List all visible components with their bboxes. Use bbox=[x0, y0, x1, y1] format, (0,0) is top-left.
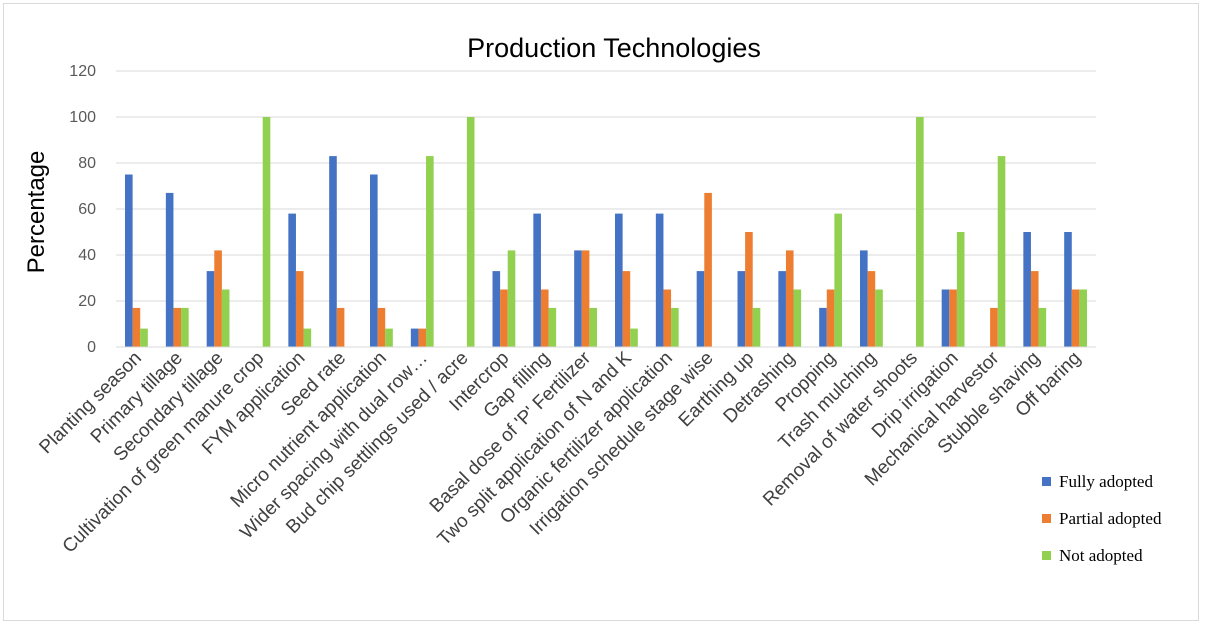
bar-partial-adopted bbox=[1071, 289, 1080, 347]
bar-not-adopted bbox=[385, 328, 393, 347]
bar-partial-adopted bbox=[704, 192, 712, 347]
bar-not-adopted bbox=[466, 117, 475, 347]
bar-fully-adopted bbox=[860, 250, 868, 347]
bar-partial-adopted bbox=[745, 232, 753, 347]
bar-fully-adopted bbox=[941, 289, 950, 347]
bar-fully-adopted bbox=[574, 250, 582, 347]
bar-fully-adopted bbox=[125, 174, 133, 347]
bar-partial-adopted bbox=[377, 307, 386, 347]
bar-not-adopted bbox=[140, 328, 148, 347]
bar-not-adopted bbox=[793, 289, 802, 347]
y-tick-label: 0 bbox=[87, 339, 96, 356]
bar-partial-adopted bbox=[540, 289, 549, 347]
bar-partial-adopted bbox=[500, 289, 508, 347]
bar-not-adopted bbox=[507, 250, 516, 347]
y-tick-label: 60 bbox=[78, 201, 96, 218]
bar-partial-adopted bbox=[949, 289, 957, 347]
bar-not-adopted bbox=[916, 117, 924, 347]
y-axis-ticks: 0 20 40 60 80 100 120 bbox=[69, 63, 96, 356]
gridlines bbox=[116, 70, 1096, 302]
bar-not-adopted bbox=[956, 232, 965, 347]
y-tick-label: 20 bbox=[78, 293, 96, 310]
bar-fully-adopted bbox=[492, 271, 501, 347]
legend-label: Fully adopted bbox=[1059, 472, 1153, 491]
bar-fully-adopted bbox=[165, 192, 174, 347]
bar-not-adopted bbox=[671, 307, 679, 347]
bar-fully-adopted bbox=[615, 213, 623, 347]
legend-swatch bbox=[1042, 551, 1051, 560]
bars bbox=[125, 117, 1087, 347]
bar-partial-adopted bbox=[1030, 271, 1039, 347]
chart-frame: Production Technologies Percentage 0 20 40… bbox=[3, 3, 1199, 621]
bar-fully-adopted bbox=[737, 271, 746, 347]
y-tick-label: 40 bbox=[78, 247, 96, 264]
bar-fully-adopted bbox=[533, 213, 541, 347]
y-tick-label: 120 bbox=[69, 63, 96, 80]
bar-fully-adopted bbox=[696, 271, 705, 347]
bar-fully-adopted bbox=[778, 271, 786, 347]
bar-partial-adopted bbox=[622, 271, 631, 347]
bar-fully-adopted bbox=[288, 213, 296, 347]
bar-partial-adopted bbox=[214, 250, 222, 347]
bar-not-adopted bbox=[752, 307, 761, 347]
bar-not-adopted bbox=[262, 117, 271, 347]
bar-partial-adopted bbox=[785, 250, 794, 347]
bar-fully-adopted bbox=[819, 307, 827, 347]
bar-not-adopted bbox=[303, 328, 312, 347]
bar-not-adopted bbox=[834, 213, 842, 347]
legend-swatch bbox=[1042, 514, 1051, 523]
bar-not-adopted bbox=[1038, 307, 1047, 347]
legend-label: Partial adopted bbox=[1059, 509, 1162, 528]
legend: Fully adopted Partial adopted Not adopted bbox=[1042, 472, 1162, 565]
bar-chart: Production Technologies Percentage 0 20 40… bbox=[23, 33, 1162, 565]
bar-not-adopted bbox=[181, 307, 189, 347]
bar-not-adopted bbox=[589, 307, 597, 347]
bar-fully-adopted bbox=[329, 156, 337, 347]
bar-not-adopted bbox=[221, 289, 230, 347]
bar-fully-adopted bbox=[206, 271, 215, 347]
bar-not-adopted bbox=[630, 328, 638, 347]
bar-fully-adopted bbox=[410, 328, 419, 347]
bar-not-adopted bbox=[548, 307, 557, 347]
y-tick-label: 100 bbox=[69, 109, 96, 126]
bar-not-adopted bbox=[875, 289, 883, 347]
legend-swatch bbox=[1042, 477, 1051, 486]
bar-not-adopted bbox=[997, 156, 1006, 347]
bar-fully-adopted bbox=[1023, 232, 1031, 347]
bar-partial-adopted bbox=[990, 307, 998, 347]
bar-fully-adopted bbox=[370, 174, 378, 347]
bar-partial-adopted bbox=[867, 271, 876, 347]
bar-partial-adopted bbox=[418, 328, 427, 347]
bar-not-adopted bbox=[1079, 289, 1087, 347]
bar-partial-adopted bbox=[826, 289, 835, 347]
bar-fully-adopted bbox=[655, 213, 664, 347]
bar-partial-adopted bbox=[663, 289, 672, 347]
bar-partial-adopted bbox=[295, 271, 304, 347]
bar-partial-adopted bbox=[336, 307, 345, 347]
bar-fully-adopted bbox=[1064, 232, 1072, 347]
chart-title: Production Technologies bbox=[467, 33, 761, 63]
bar-partial-adopted bbox=[173, 307, 182, 347]
y-axis-label: Percentage bbox=[23, 151, 50, 274]
bar-partial-adopted bbox=[132, 307, 141, 347]
y-tick-label: 80 bbox=[78, 155, 96, 172]
legend-label: Not adopted bbox=[1059, 546, 1143, 565]
bar-partial-adopted bbox=[581, 250, 590, 347]
bar-not-adopted bbox=[426, 156, 434, 347]
